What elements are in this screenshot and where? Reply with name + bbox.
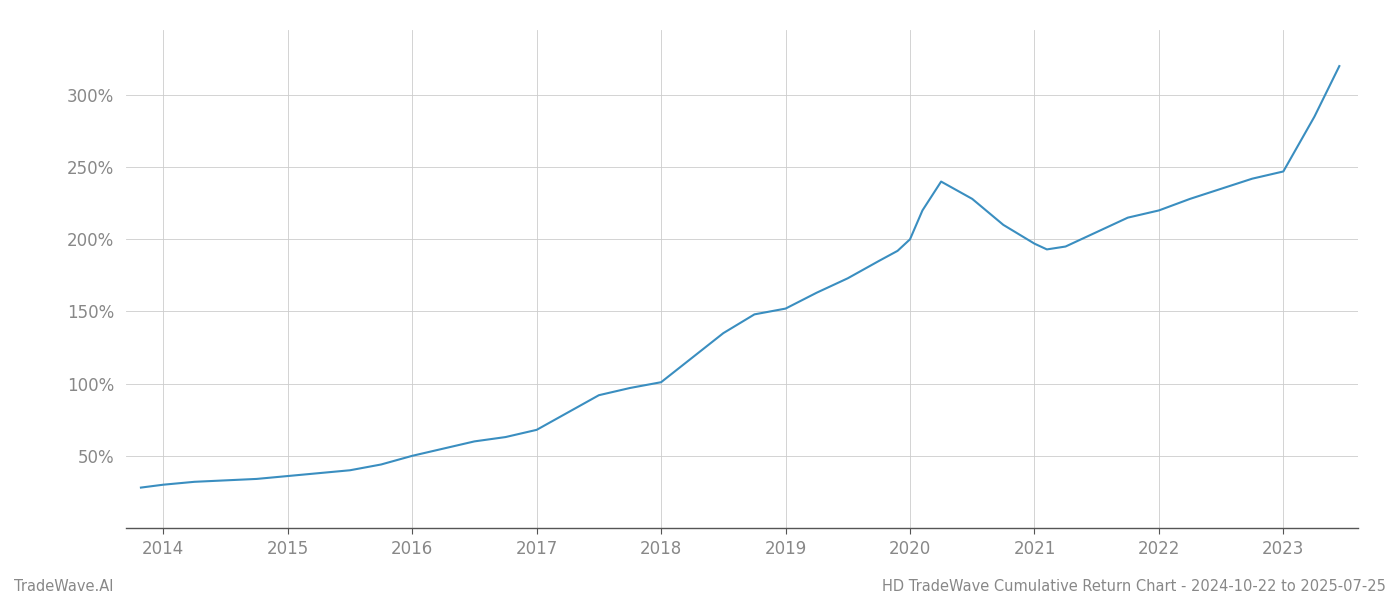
Text: HD TradeWave Cumulative Return Chart - 2024-10-22 to 2025-07-25: HD TradeWave Cumulative Return Chart - 2… bbox=[882, 579, 1386, 594]
Text: TradeWave.AI: TradeWave.AI bbox=[14, 579, 113, 594]
